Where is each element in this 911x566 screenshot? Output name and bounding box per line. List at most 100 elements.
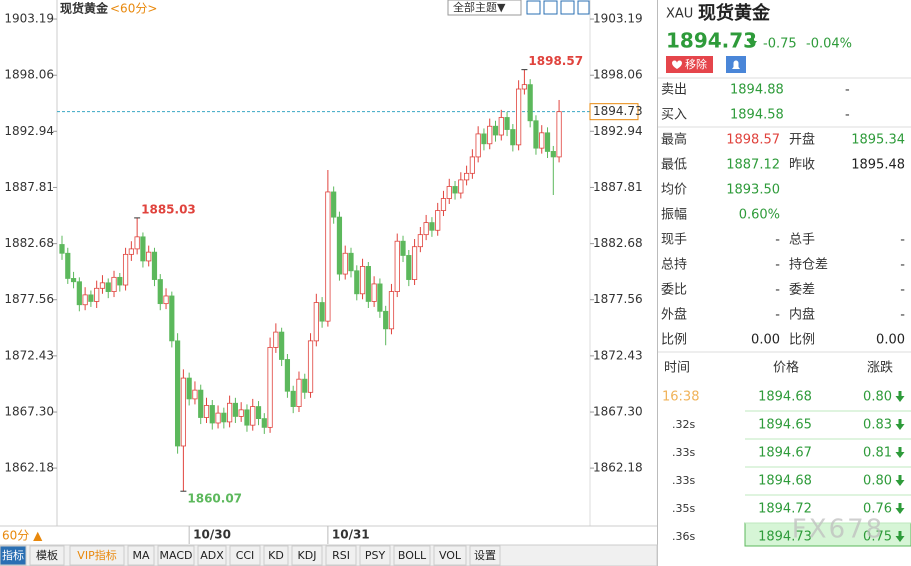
tab-label[interactable]: 模板 [36, 548, 58, 562]
candle-body [255, 406, 262, 420]
tab[interactable] [197, 545, 227, 566]
y-tick-label: 1892.94 [4, 124, 54, 138]
tab[interactable] [359, 545, 391, 566]
quote-volume: - [845, 108, 850, 123]
tick-time: .35s [672, 502, 695, 515]
theme-text[interactable]: 全部主题▼ [453, 0, 506, 14]
candle-body [146, 251, 152, 262]
candle-body [180, 377, 186, 447]
y-tick-label: 1898.06 [4, 68, 54, 82]
candle-body [539, 132, 545, 149]
tab[interactable] [229, 545, 261, 566]
candle-body [65, 252, 71, 279]
candle-body [290, 390, 296, 407]
tab-label[interactable]: KD [268, 549, 284, 562]
period-button[interactable]: 60分 ▲ [2, 529, 43, 543]
candle-body [544, 132, 551, 152]
price-tag-label: 1894.73 [593, 104, 643, 118]
candle-body [163, 295, 169, 305]
stat-value: - [775, 233, 780, 248]
tab-label[interactable]: VIP指标 [77, 548, 116, 562]
candle-body [325, 191, 331, 322]
tab-label[interactable]: MACD [160, 549, 193, 562]
tab-label[interactable]: VOL [439, 549, 462, 562]
tab-label[interactable]: 指标 [2, 548, 24, 562]
candle-body [365, 266, 371, 302]
stat-label: 最低 [661, 158, 687, 173]
icon-button[interactable] [560, 0, 575, 15]
candle-body [94, 287, 100, 302]
candle-body [221, 412, 227, 423]
candle-body [88, 294, 94, 302]
remove-text[interactable]: 移除 [685, 57, 707, 71]
y-tick-label: 1877.56 [4, 292, 54, 306]
y-tick-label: 1867.30 [4, 405, 54, 419]
tab[interactable] [469, 545, 501, 566]
tick-change: 0.76 [863, 502, 892, 517]
tab-label[interactable]: BOLL [398, 549, 427, 562]
down-arrow [748, 35, 757, 47]
tab-label[interactable]: CCI [236, 549, 255, 562]
candle-body [302, 378, 308, 393]
candle-body [435, 210, 441, 231]
candle-body [481, 133, 487, 145]
tab[interactable] [291, 545, 323, 566]
candle-body [423, 222, 429, 236]
candle-body [227, 402, 233, 423]
candle-body [527, 84, 533, 122]
tab[interactable] [263, 545, 289, 566]
candle-body [446, 186, 452, 199]
tab-label[interactable]: 设置 [474, 549, 496, 562]
icon-button[interactable] [543, 0, 558, 15]
tab[interactable] [127, 545, 155, 566]
tick-change: 0.83 [863, 418, 892, 433]
tick-change: 0.75 [863, 530, 892, 545]
tab[interactable] [433, 545, 467, 566]
tick-price: 1894.72 [758, 502, 812, 517]
symbol: XAU [666, 7, 693, 22]
tab[interactable] [69, 545, 125, 566]
candle-body [174, 340, 181, 447]
quote-volume: - [845, 83, 850, 98]
candle-body [261, 418, 267, 428]
tab[interactable] [393, 545, 431, 566]
candle-body [377, 283, 383, 312]
y2-tick-label: 1892.94 [593, 124, 643, 138]
tab-label[interactable]: RSI [332, 549, 350, 562]
tab-label[interactable]: KDJ [298, 549, 317, 562]
tick-change: 0.80 [863, 390, 892, 405]
stat-value: 1895.34 [851, 133, 905, 148]
tab[interactable] [325, 545, 357, 566]
period-label[interactable]: <60分> [110, 2, 157, 16]
candle-body [510, 129, 516, 146]
candle-body [498, 117, 504, 136]
tick-change: 0.81 [863, 446, 892, 461]
stat-value: 1887.12 [726, 158, 780, 173]
tick-price: 1894.68 [758, 390, 812, 405]
tab[interactable] [157, 545, 195, 566]
theme-select[interactable] [447, 0, 522, 16]
candle-body [492, 125, 499, 136]
remove-button[interactable] [666, 56, 713, 73]
candle-body [284, 359, 291, 392]
tab-label[interactable]: ADX [200, 549, 224, 562]
candle-body [354, 270, 360, 295]
stat-value: 1895.48 [851, 158, 905, 173]
tab-label[interactable]: MA [132, 549, 149, 562]
stat-value: 0.00 [876, 333, 905, 348]
tab-label[interactable]: PSY [365, 549, 386, 562]
x-tick-label: 10/31 [332, 528, 370, 542]
candle-body [238, 409, 244, 417]
y-tick-label: 1862.18 [4, 461, 54, 475]
bell-icon [732, 60, 740, 69]
tab[interactable] [0, 545, 27, 566]
icon-button[interactable] [577, 0, 590, 15]
tab[interactable] [29, 545, 65, 566]
candle-body [76, 281, 82, 306]
stat-value: 0.00 [751, 333, 780, 348]
extreme-label: 1898.57 [528, 54, 583, 68]
icon-button[interactable] [526, 0, 541, 15]
candle-body [469, 156, 475, 174]
